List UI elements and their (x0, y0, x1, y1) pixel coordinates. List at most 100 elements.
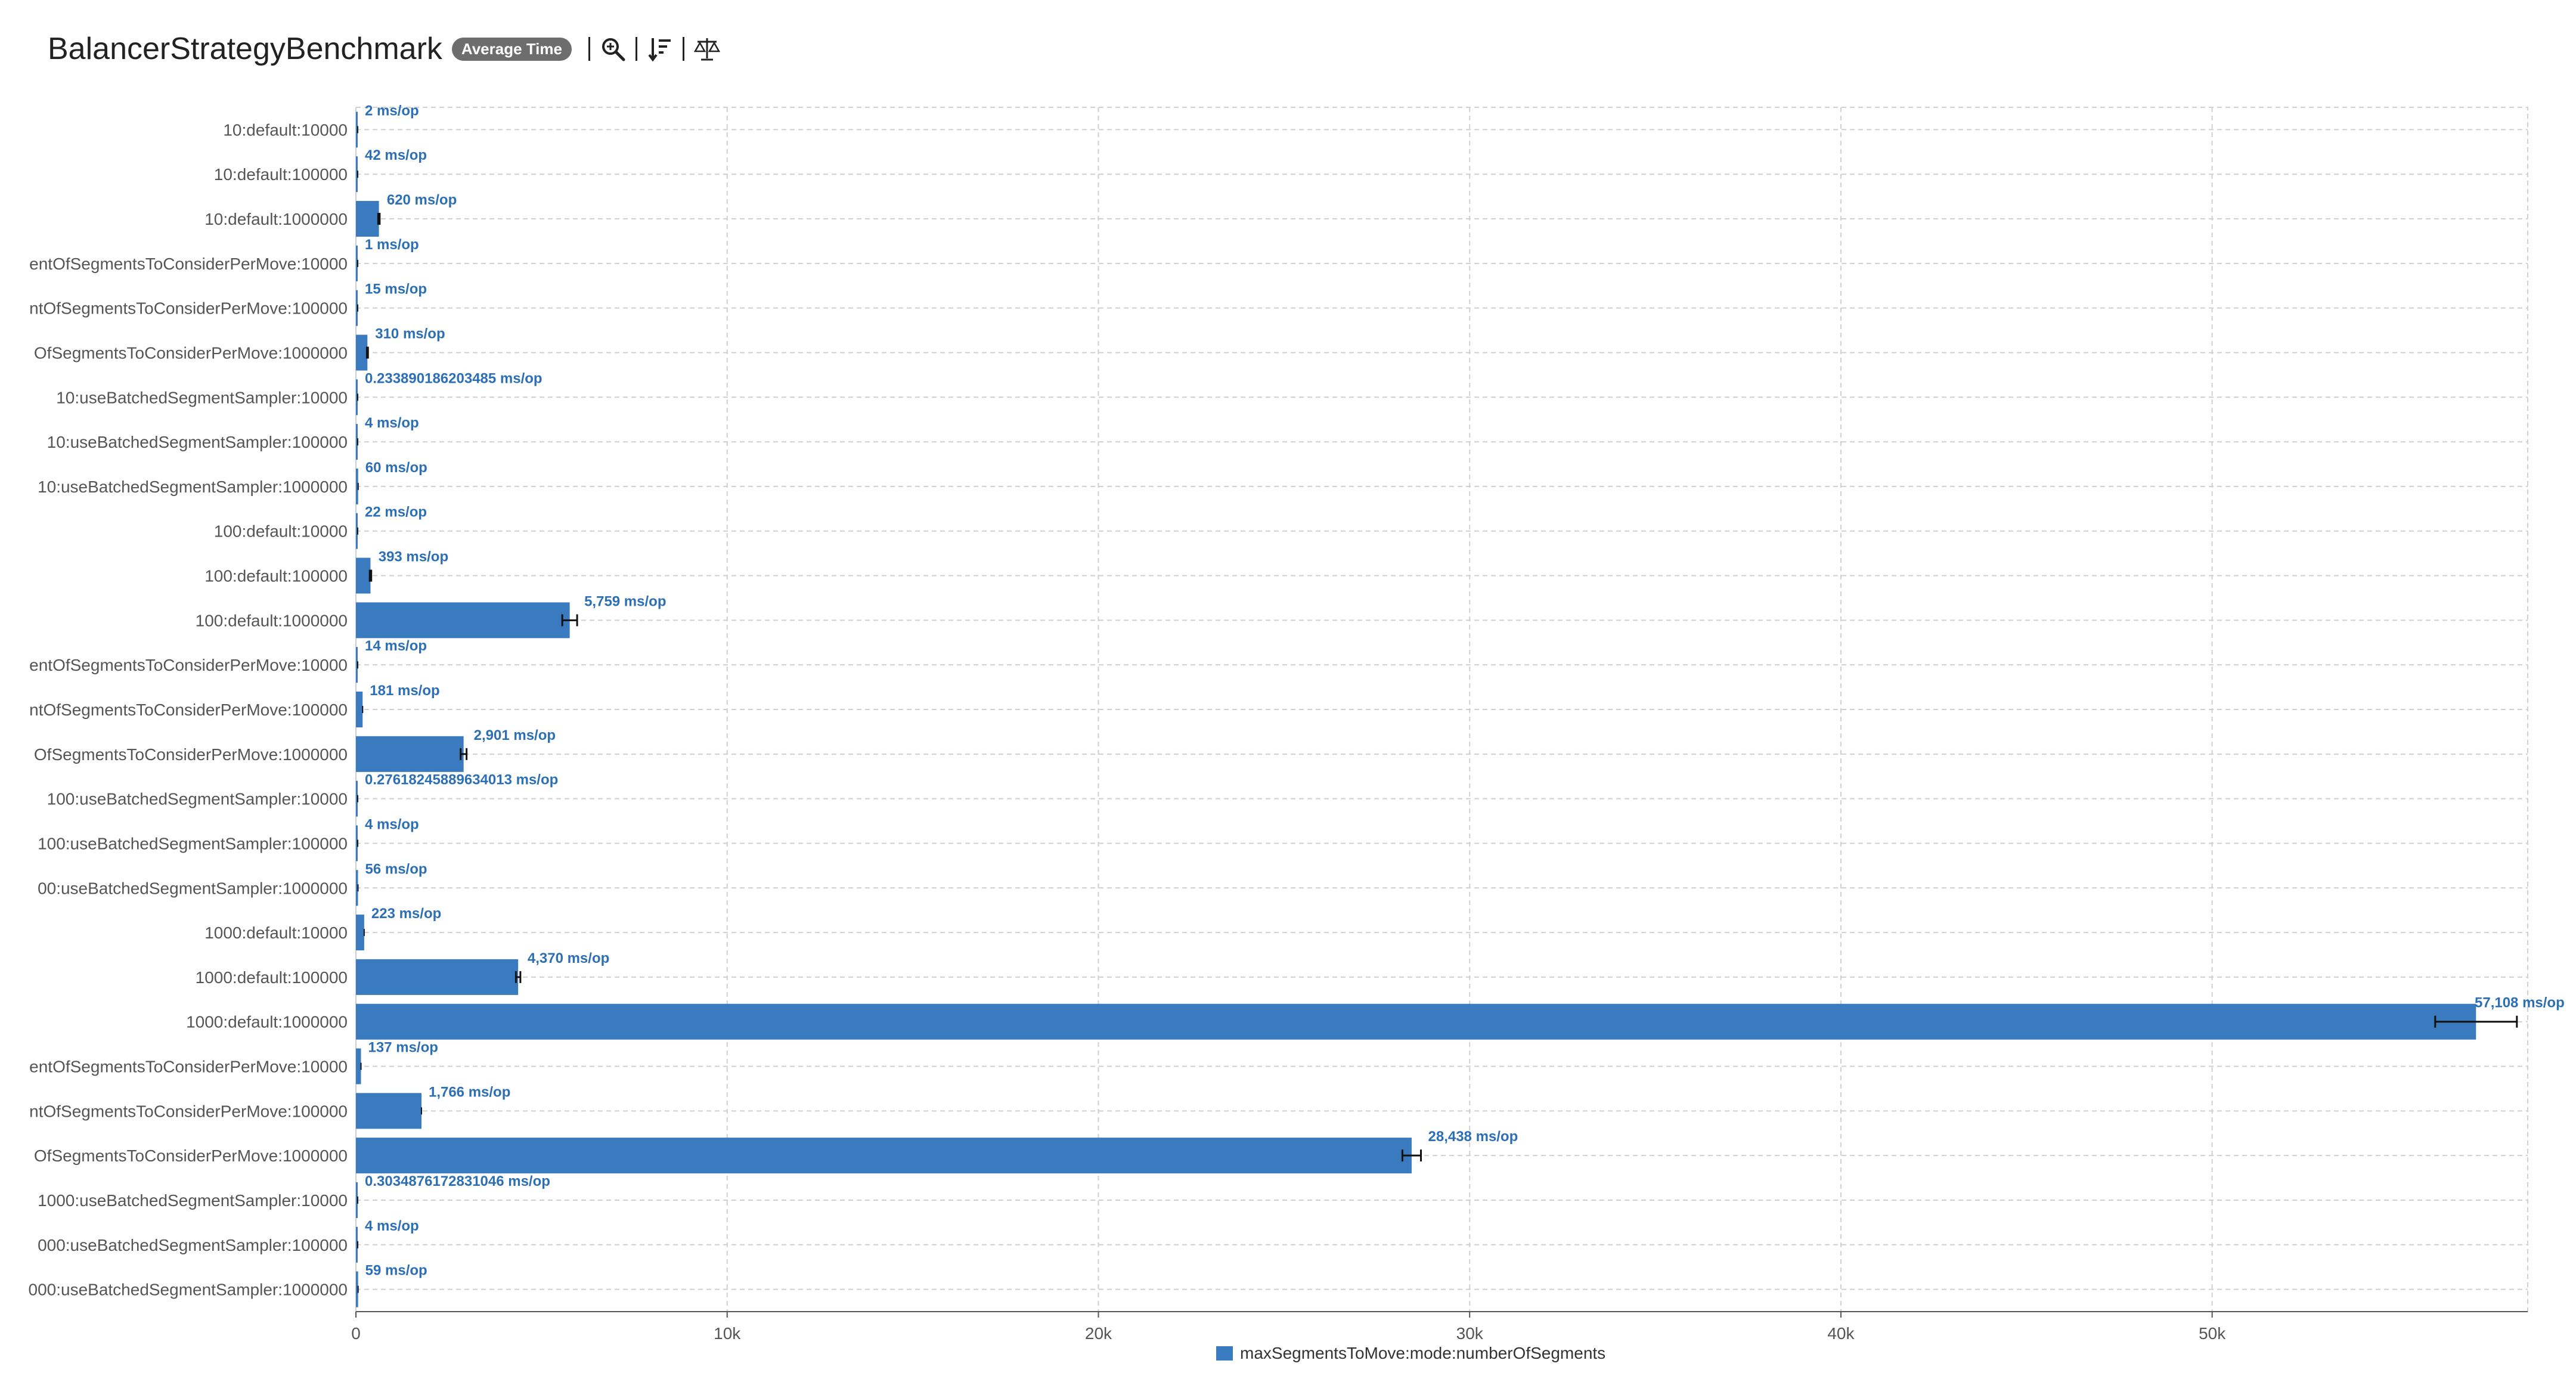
x-tick-label: 30k (1456, 1324, 1484, 1343)
data-label: 4 ms/op (365, 1218, 419, 1234)
y-tick-label: entOfSegmentsToConsiderPerMove:10000 (29, 656, 348, 674)
bar (356, 1138, 1412, 1174)
y-tick-label: 10:default:10000 (223, 120, 348, 139)
bar (356, 557, 371, 594)
bar (356, 379, 358, 416)
bar (356, 602, 570, 639)
data-label: 4,370 ms/op (528, 950, 609, 966)
bar (356, 201, 379, 237)
bar (356, 290, 358, 326)
data-label: 2 ms/op (365, 103, 419, 119)
y-tick-label: entOfSegmentsToConsiderPerMove:10000 (29, 255, 348, 273)
y-tick-label: 1000:default:1000000 (186, 1013, 348, 1031)
y-tick-label: 10:useBatchedSegmentSampler:10000 (56, 388, 348, 407)
data-label: 59 ms/op (365, 1263, 427, 1279)
y-tick-label: 10:default:100000 (214, 165, 348, 184)
x-tick-label: 10k (714, 1324, 741, 1343)
y-tick-label: 00:useBatchedSegmentSampler:1000000 (38, 879, 348, 897)
y-tick-label: entOfSegmentsToConsiderPerMove:10000 (29, 1058, 348, 1076)
y-tick-label: 000:useBatchedSegmentSampler:1000000 (29, 1281, 348, 1299)
y-tick-label: OfSegmentsToConsiderPerMove:1000000 (34, 343, 348, 362)
bar (356, 424, 358, 460)
x-tick-label: 50k (2199, 1324, 2226, 1343)
data-label: 620 ms/op (387, 192, 457, 208)
y-tick-label: 100:useBatchedSegmentSampler:100000 (38, 834, 348, 853)
y-tick-label: ntOfSegmentsToConsiderPerMove:100000 (29, 701, 348, 719)
data-label: 1,766 ms/op (429, 1084, 510, 1100)
sort-icon[interactable] (647, 36, 673, 62)
toolbar-separator (588, 37, 590, 61)
toolbar-separator (682, 37, 684, 61)
chart-header: BalancerStrategyBenchmark Average Time (48, 31, 721, 67)
y-tick-label: 1000:default:100000 (196, 968, 348, 987)
y-tick-label: 10:useBatchedSegmentSampler:1000000 (38, 478, 348, 496)
bar (356, 1003, 2476, 1040)
data-label: 137 ms/op (368, 1040, 438, 1056)
bar (356, 692, 363, 727)
data-label: 0.3034876172831046 ms/op (365, 1173, 550, 1189)
data-label: 181 ms/op (370, 683, 439, 699)
y-tick-label: 000:useBatchedSegmentSampler:100000 (38, 1236, 348, 1254)
y-tick-label: 100:default:1000000 (196, 611, 348, 630)
bar (356, 156, 358, 193)
y-tick-label: 10:useBatchedSegmentSampler:100000 (47, 433, 348, 451)
data-label: 22 ms/op (365, 504, 427, 520)
bar (356, 1048, 361, 1084)
bar (356, 780, 358, 817)
y-tick-label: 10:default:1000000 (204, 210, 348, 228)
bar (356, 825, 358, 862)
bar (356, 245, 358, 281)
y-tick-label: ntOfSegmentsToConsiderPerMove:100000 (29, 299, 348, 318)
compare-scale-icon[interactable] (693, 36, 721, 62)
legend: maxSegmentsToMove:mode:numberOfSegments (1216, 1344, 1605, 1363)
data-label: 57,108 ms/op (2475, 995, 2565, 1011)
data-label: 56 ms/op (365, 861, 427, 877)
data-label: 42 ms/op (365, 147, 427, 163)
bar (356, 1182, 358, 1218)
data-label: 310 ms/op (375, 326, 445, 342)
bar (356, 334, 368, 371)
bar (356, 1093, 421, 1129)
bar (356, 111, 358, 148)
y-tick-label: ntOfSegmentsToConsiderPerMove:100000 (29, 1102, 348, 1120)
data-label: 5,759 ms/op (584, 593, 666, 609)
data-label: 60 ms/op (365, 460, 427, 476)
y-tick-label: 100:useBatchedSegmentSampler:10000 (47, 790, 348, 808)
data-label: 0.233890186203485 ms/op (365, 370, 543, 386)
y-tick-label: OfSegmentsToConsiderPerMove:1000000 (34, 745, 348, 764)
data-label: 4 ms/op (365, 816, 419, 832)
data-label: 15 ms/op (365, 281, 427, 298)
mode-badge[interactable]: Average Time (451, 37, 572, 61)
data-label: 223 ms/op (371, 906, 441, 922)
bar (356, 1226, 358, 1263)
data-label: 393 ms/op (379, 549, 448, 565)
bar (356, 736, 464, 772)
zoom-icon[interactable] (600, 36, 626, 62)
bar (356, 1271, 358, 1307)
legend-swatch[interactable] (1216, 1346, 1233, 1361)
bar (356, 959, 519, 995)
data-label: 4 ms/op (365, 415, 419, 431)
bar (356, 915, 364, 951)
x-tick-label: 0 (351, 1324, 361, 1343)
legend-label: maxSegmentsToMove:mode:numberOfSegments (1240, 1344, 1606, 1362)
y-tick-label: OfSegmentsToConsiderPerMove:1000000 (34, 1146, 348, 1165)
bar (356, 468, 358, 504)
y-tick-label: 100:default:10000 (214, 522, 348, 541)
y-tick-label: 1000:useBatchedSegmentSampler:10000 (38, 1191, 348, 1210)
data-label: 1 ms/op (365, 237, 419, 253)
bar (356, 870, 358, 906)
data-label: 0.27618245889634013 ms/op (365, 772, 558, 788)
page-title: BalancerStrategyBenchmark (48, 32, 442, 66)
data-label: 14 ms/op (365, 638, 427, 654)
data-label: 28,438 ms/op (1428, 1129, 1518, 1145)
toolbar-separator (635, 37, 637, 61)
bar (356, 647, 358, 683)
x-tick-label: 40k (1827, 1324, 1855, 1343)
x-tick-label: 20k (1085, 1324, 1112, 1343)
y-tick-label: 100:default:100000 (204, 567, 348, 585)
data-label: 2,901 ms/op (474, 727, 556, 743)
y-tick-label: 1000:default:10000 (204, 924, 348, 942)
bar (356, 513, 358, 549)
